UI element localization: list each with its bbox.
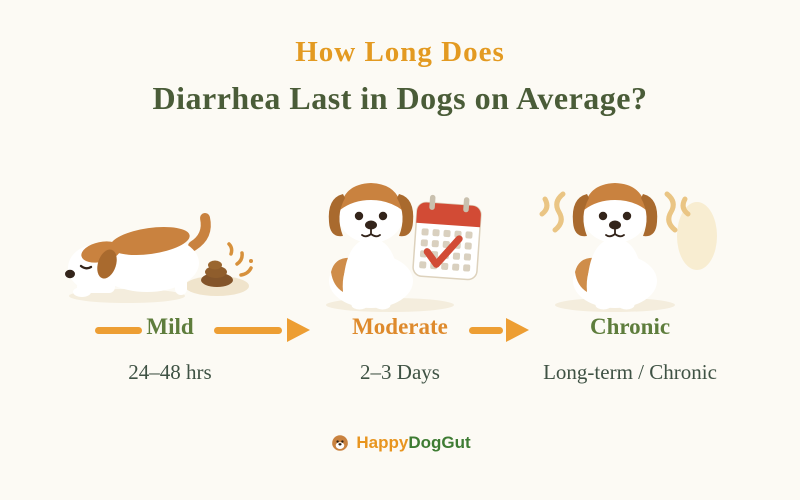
checkmark-icon: [423, 235, 463, 268]
stage-label-chronic: Chronic: [589, 314, 671, 339]
arrow-right-icon: [287, 318, 310, 342]
timeline-labels: Mild Moderate Chronic: [0, 314, 800, 340]
brand-name: Happy DogGut: [356, 433, 470, 453]
duration-chronic: Long-term / Chronic: [543, 360, 717, 384]
stress-squiggles-icon: [539, 191, 691, 233]
stage-moderate-illustration: [285, 165, 515, 313]
durations-row: 24–48 hrs 2–3 Days Long-term / Chronic: [0, 360, 800, 385]
arrow-right-icon: [506, 318, 529, 342]
duration-moderate: 2–3 Days: [360, 360, 440, 384]
title-line2: Diarrhea Last in Dogs on Average?: [152, 80, 648, 116]
timeline-dash: [95, 327, 142, 334]
title-line1: How Long Does: [295, 36, 505, 68]
timeline-line-1: [214, 327, 282, 334]
stage-mild-illustration: [55, 165, 285, 313]
poop-icon: [201, 260, 233, 287]
brand-name-part2: DogGut: [408, 433, 471, 452]
sitting-dog: [572, 183, 658, 310]
brand-name-part1: Happy: [356, 433, 409, 452]
stage-label-moderate: Moderate: [352, 314, 448, 339]
illustration-row: [0, 165, 800, 313]
sitting-dog: [328, 183, 414, 310]
calendar-icon: [412, 194, 482, 281]
tail: [188, 213, 211, 251]
brand-logo: Happy DogGut: [0, 432, 800, 454]
stage-chronic-illustration: [515, 165, 745, 313]
closed-eye: [79, 264, 93, 270]
splash-marks-icon: [227, 242, 253, 277]
duration-mild: 24–48 hrs: [128, 360, 212, 384]
dog-with-stress-squiggles-icon: [539, 183, 717, 312]
timeline-line-2: [469, 327, 503, 334]
stage-label-mild: Mild: [146, 314, 194, 339]
dog-face-icon: [332, 435, 349, 451]
dog-with-calendar-icon: [326, 183, 482, 312]
dog-squatting-with-poop-icon: [65, 213, 253, 303]
